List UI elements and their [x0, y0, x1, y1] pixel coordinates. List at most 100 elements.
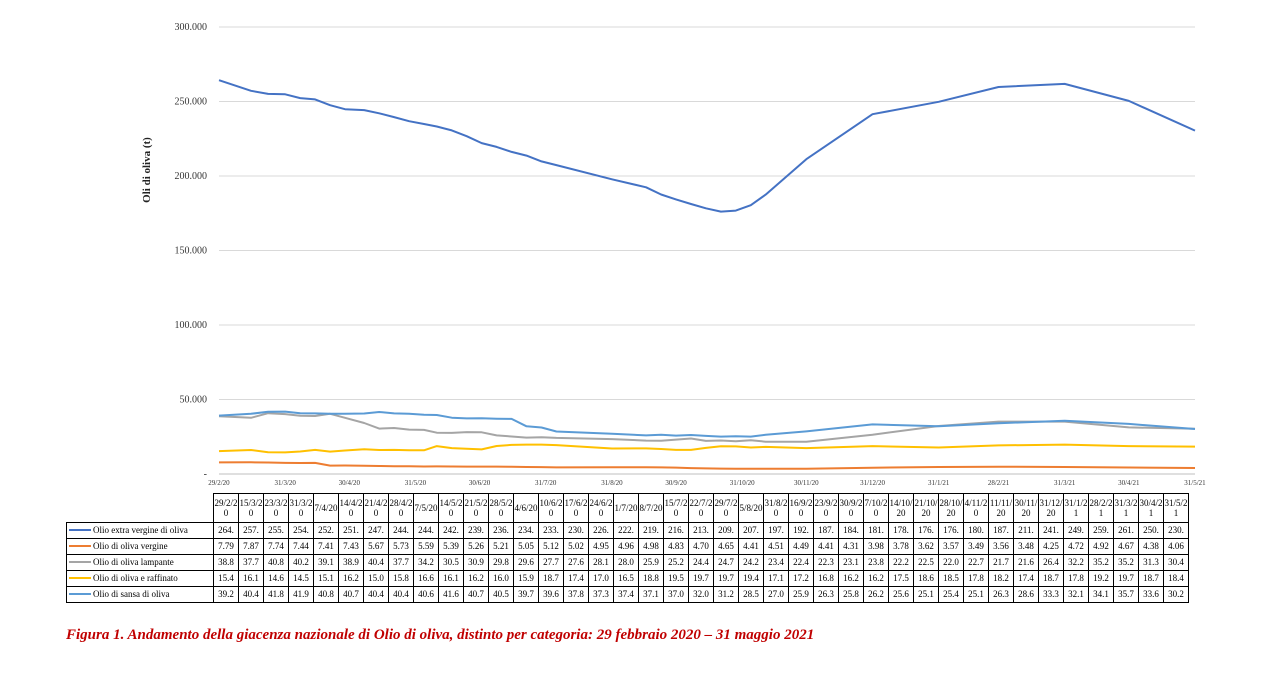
y-tick-label: 100.000 — [175, 320, 208, 331]
table-cell: 19.2 — [1088, 570, 1114, 587]
table-cell: 18.2 — [988, 570, 1014, 587]
legend-key — [69, 528, 91, 531]
table-cell: 25.8 — [838, 586, 864, 603]
table-cell: 176. — [938, 522, 964, 539]
table-cell: 30.2 — [1163, 586, 1189, 603]
table-cell: 27.6 — [563, 554, 589, 571]
table-cell: 39.7 — [513, 586, 539, 603]
table-cell: 29.8 — [488, 554, 514, 571]
table-cell: 28.0 — [613, 554, 639, 571]
table-cell: 4.96 — [613, 538, 639, 555]
table-cell: 27.7 — [538, 554, 564, 571]
table-cell: 23.4 — [763, 554, 789, 571]
table-header-date: 5/8/20 — [738, 493, 764, 523]
series-name: Olio di oliva e raffinato — [93, 573, 178, 583]
table-cell: 19.7 — [713, 570, 739, 587]
table-header-date: 17/6/20 — [563, 493, 589, 523]
table-cell: 187. — [988, 522, 1014, 539]
y-axis-ticks: - 50.000 100.000 150.000 200.000 250.000 300.0… — [175, 22, 208, 480]
series-legend-label: Olio di oliva e raffinato — [66, 570, 214, 587]
table-cell: 19.4 — [738, 570, 764, 587]
table-cell: 40.7 — [338, 586, 364, 603]
table-header-date: 22/7/20 — [688, 493, 714, 523]
table-cell: 226. — [588, 522, 614, 539]
table-cell: 41.8 — [263, 586, 289, 603]
table-cell: 24.2 — [738, 554, 764, 571]
table-cell: 26.3 — [813, 586, 839, 603]
table-cell: 40.4 — [363, 554, 389, 571]
table-cell: 211. — [1013, 522, 1039, 539]
x-tick-label: 30/4/21 — [1118, 479, 1140, 487]
table-cell: 28.5 — [738, 586, 764, 603]
table-cell: 18.7 — [538, 570, 564, 587]
table-cell: 23.8 — [863, 554, 889, 571]
table-cell: 23.1 — [838, 554, 864, 571]
table-header-date: 29/7/20 — [713, 493, 739, 523]
table-cell: 18.4 — [1163, 570, 1189, 587]
table-cell: 16.2 — [838, 570, 864, 587]
table-cell: 259. — [1088, 522, 1114, 539]
table-row: Olio di oliva lampante 38.8 37.7 40.8 40.2 39… — [66, 554, 1189, 571]
table-header-date: 21/4/20 — [363, 493, 389, 523]
table-header-date: 7/5/20 — [413, 493, 439, 523]
table-cell: 244. — [413, 522, 439, 539]
table-cell: 26.3 — [988, 586, 1014, 603]
table-header-date: 11/11/20 — [988, 493, 1014, 523]
table-cell: 219. — [638, 522, 664, 539]
legend-key — [69, 544, 91, 547]
table-cell: 35.2 — [1088, 554, 1114, 571]
table-cell: 24.7 — [713, 554, 739, 571]
table-cell: 176. — [913, 522, 939, 539]
table-cell: 233. — [538, 522, 564, 539]
table-cell: 40.8 — [313, 586, 339, 603]
table-header-date: 21/5/20 — [463, 493, 489, 523]
table-cell: 40.2 — [288, 554, 314, 571]
x-tick-label: 31/12/20 — [860, 479, 885, 487]
table-cell: 17.2 — [788, 570, 814, 587]
table-header-date: 23/9/20 — [813, 493, 839, 523]
table-cell: 26.2 — [863, 586, 889, 603]
table-cell: 29.6 — [513, 554, 539, 571]
table-cell: 21.6 — [1013, 554, 1039, 571]
table-cell: 17.8 — [963, 570, 989, 587]
table-cell: 27.0 — [763, 586, 789, 603]
table-cell: 3.98 — [863, 538, 889, 555]
table-cell: 28.1 — [588, 554, 614, 571]
x-tick-label: 31/3/20 — [275, 479, 297, 487]
table-cell: 3.78 — [888, 538, 914, 555]
table-cell: 15.1 — [313, 570, 339, 587]
y-tick-label: 50.000 — [180, 395, 208, 406]
series-line — [218, 412, 1196, 443]
line-chart: Oli di oliva (t) - 50.000 100.000 150.000 20… — [141, 22, 1206, 487]
table-cell: 4.51 — [763, 538, 789, 555]
table-row: Olio di sansa di oliva 39.2 40.4 41.8 41.9 40… — [66, 586, 1189, 603]
table-cell: 4.06 — [1163, 538, 1189, 555]
x-tick-label: 30/9/20 — [665, 479, 687, 487]
table-cell: 35.7 — [1113, 586, 1139, 603]
table-cell: 3.56 — [988, 538, 1014, 555]
y-tick-label: 150.000 — [175, 246, 208, 257]
table-cell: 17.1 — [763, 570, 789, 587]
table-cell: 16.8 — [813, 570, 839, 587]
x-tick-label: 28/2/21 — [988, 479, 1010, 487]
table-cell: 3.57 — [938, 538, 964, 555]
table-header-date: 28/5/20 — [488, 493, 514, 523]
table-cell: 17.5 — [888, 570, 914, 587]
table-cell: 28.6 — [1013, 586, 1039, 603]
series-legend-label: Olio di oliva lampante — [66, 554, 214, 571]
table-header-date: 21/10/20 — [913, 493, 939, 523]
table-cell: 24.4 — [688, 554, 714, 571]
series-name: Olio extra vergine di oliva — [93, 525, 188, 535]
table-header-date: 14/5/20 — [438, 493, 464, 523]
table-cell: 178. — [888, 522, 914, 539]
table-cell: 7.43 — [338, 538, 364, 555]
table-cell: 16.1 — [238, 570, 264, 587]
series-line — [218, 410, 1196, 438]
x-tick-label: 30/11/20 — [794, 479, 819, 487]
figure-caption: Figura 1. Andamento della giacenza nazio… — [66, 627, 815, 643]
table-cell: 22.0 — [938, 554, 964, 571]
table-cell: 19.5 — [663, 570, 689, 587]
table-cell: 31.3 — [1138, 554, 1164, 571]
x-tick-label: 31/8/20 — [601, 479, 623, 487]
table-header-date: 4/6/20 — [513, 493, 539, 523]
